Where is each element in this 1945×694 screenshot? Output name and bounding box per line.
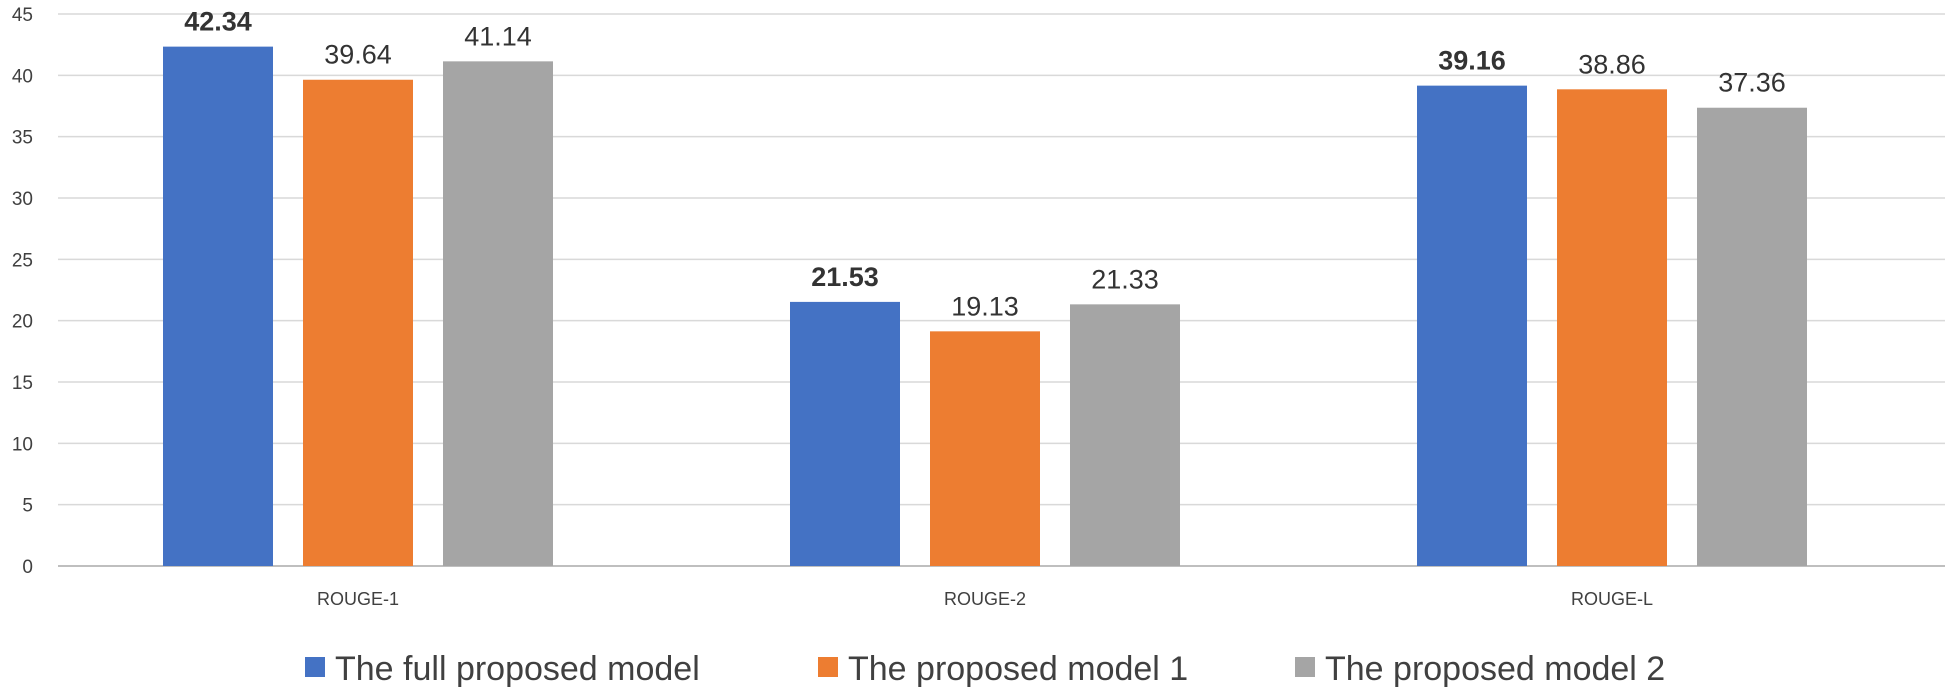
- y-tick-label: 20: [12, 312, 33, 333]
- y-tick-label: 15: [12, 373, 33, 394]
- data-label: 21.33: [1091, 264, 1159, 294]
- y-tick-label: 10: [12, 434, 33, 455]
- bar-rouge-l-series-2: [1557, 89, 1667, 567]
- data-label: 42.34: [184, 7, 252, 37]
- category-labels-layer: ROUGE-1 ROUGE-2 ROUGE-L: [317, 589, 1653, 609]
- legend-label: The proposed model 1: [848, 650, 1188, 688]
- legend-swatch: [818, 657, 838, 677]
- legend-item: The full proposed model: [305, 650, 700, 688]
- data-label: 39.64: [324, 40, 392, 70]
- category-label: ROUGE-1: [317, 589, 399, 609]
- legend-item: The proposed model 1: [818, 650, 1188, 688]
- y-tick-label: 5: [22, 496, 33, 517]
- y-tick-label: 30: [12, 189, 33, 210]
- category-label: ROUGE-2: [944, 589, 1026, 609]
- bar-rouge-2-series-3: [1070, 304, 1180, 566]
- y-tick-label: 25: [12, 250, 33, 271]
- y-tick-label: 45: [12, 5, 33, 26]
- bar-rouge-1-series-3: [443, 61, 553, 566]
- legend-label: The proposed model 2: [1325, 650, 1665, 688]
- bar-rouge-l-series-3: [1697, 107, 1807, 566]
- bar-rouge-1-series-1: [163, 46, 273, 566]
- bar-rouge-l-series-1: [1417, 85, 1527, 567]
- data-label: 19.13: [951, 291, 1019, 321]
- bar-rouge-2-series-2: [930, 331, 1040, 566]
- data-label: 37.36: [1718, 68, 1786, 98]
- y-tick-label: 0: [22, 557, 33, 578]
- legend-swatch: [305, 657, 325, 677]
- y-tick-label: 35: [12, 128, 33, 149]
- data-label: 41.14: [464, 21, 532, 51]
- data-label: 21.53: [811, 262, 879, 292]
- y-tick-label: 40: [12, 66, 33, 87]
- category-label: ROUGE-L: [1571, 589, 1653, 609]
- bar-rouge-2-series-1: [790, 301, 900, 566]
- legend-item: The proposed model 2: [1295, 650, 1665, 688]
- data-label: 38.86: [1578, 49, 1646, 79]
- legend: The full proposed model The proposed mode…: [305, 650, 1665, 688]
- legend-swatch: [1295, 657, 1315, 677]
- bar-rouge-1-series-2: [303, 79, 413, 567]
- data-label: 39.16: [1438, 46, 1506, 76]
- bars-layer: [163, 46, 1807, 567]
- legend-label: The full proposed model: [335, 650, 700, 688]
- data-labels-layer: 42.34 21.53 39.16 39.64 19.13 38.86 41.14 21.33…: [184, 7, 1786, 322]
- y-axis-tick-labels: 0 5 10 15 20 25 30 35 40 45: [12, 5, 33, 578]
